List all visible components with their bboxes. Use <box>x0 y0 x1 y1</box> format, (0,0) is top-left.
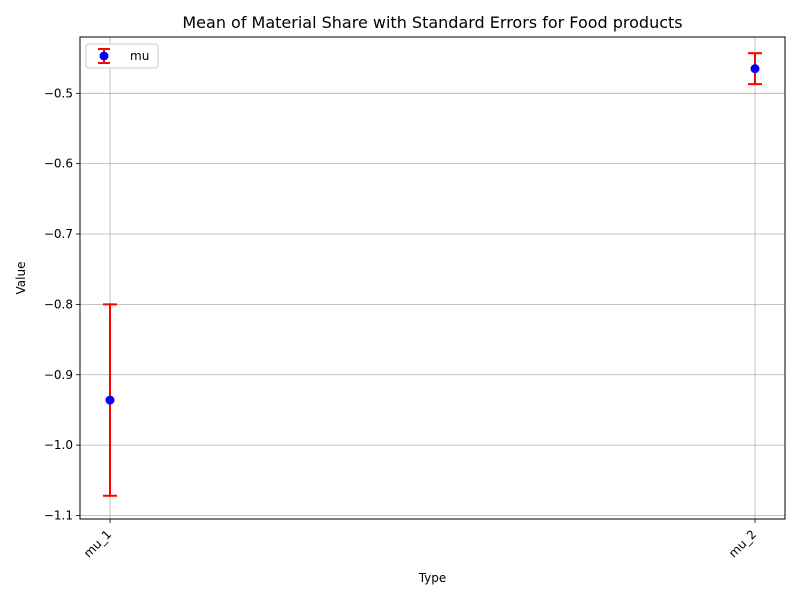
y-axis-label: Value <box>14 262 28 295</box>
data-point <box>750 64 760 74</box>
series-mu <box>103 52 762 497</box>
y-tick-label: −1.0 <box>44 438 73 452</box>
legend-label: mu <box>130 49 149 63</box>
x-axis-label: Type <box>418 571 447 585</box>
data-point <box>105 395 115 405</box>
chart-title: Mean of Material Share with Standard Err… <box>182 13 682 32</box>
legend-marker <box>99 51 109 61</box>
y-tick-label: −0.9 <box>44 368 73 382</box>
axis-ticks: −1.1 −1.0 −0.9 −0.8 −0.7 −0.6 −0.5 mu_1 mu_2 <box>44 86 759 560</box>
y-tick-label: −0.7 <box>44 227 73 241</box>
x-tick-label: mu_1 <box>81 527 114 560</box>
grid <box>80 37 785 519</box>
legend: mu <box>85 43 159 69</box>
y-tick-label: −0.6 <box>44 157 73 171</box>
legend-symbol <box>98 48 110 64</box>
plot-area <box>79 36 786 520</box>
y-tick-label: −0.5 <box>44 86 73 100</box>
y-tick-label: −1.1 <box>44 508 73 522</box>
y-tick-label: −0.8 <box>44 297 73 311</box>
x-tick-label: mu_2 <box>726 527 759 560</box>
